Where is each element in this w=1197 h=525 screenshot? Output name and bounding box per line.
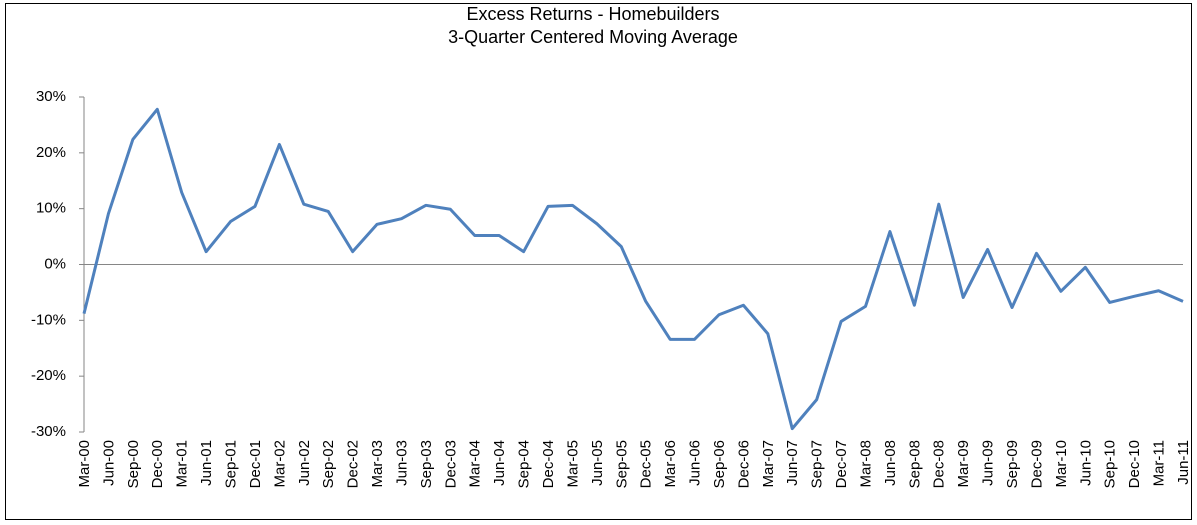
chart-title: Excess Returns - Homebuilders [466, 4, 719, 24]
x-tick-label: Dec-05 [638, 440, 655, 488]
x-tick-label: Mar-04 [467, 440, 484, 488]
data-line [82, 107, 1184, 431]
y-tick-label: 0% [44, 255, 66, 272]
x-tick-label: Mar-00 [76, 440, 93, 488]
x-tick-label: Sep-00 [125, 440, 142, 488]
chart-subtitle: 3-Quarter Centered Moving Average [448, 27, 738, 47]
x-tick-label: Sep-02 [320, 440, 337, 488]
x-tick-label: Mar-01 [174, 440, 191, 488]
x-tick-label: Sep-06 [711, 440, 728, 488]
x-tick-label: Sep-08 [906, 440, 923, 488]
x-tick-label: Dec-06 [735, 440, 752, 488]
x-tick-label: Jun-04 [491, 440, 508, 486]
x-tick-label: Mar-10 [1053, 440, 1070, 488]
x-tick-label: Sep-01 [223, 440, 240, 488]
x-tick-label: Sep-10 [1102, 440, 1119, 488]
x-tick-label: Dec-07 [833, 440, 850, 488]
x-tick-label: Jun-03 [393, 440, 410, 486]
x-tick-label: Mar-06 [662, 440, 679, 488]
x-tick-label: Sep-04 [516, 440, 533, 488]
y-tick-label: -20% [31, 367, 66, 384]
y-tick-label: -10% [31, 311, 66, 328]
x-tick-label: Jun-06 [687, 440, 704, 486]
x-tick-label: Sep-09 [1004, 440, 1021, 488]
x-tick-label: Dec-04 [540, 440, 557, 488]
y-tick-label: 30% [36, 88, 66, 105]
x-tick-label: Mar-03 [369, 440, 386, 488]
x-tick-label: Sep-07 [809, 440, 826, 488]
x-tick-label: Dec-00 [149, 440, 166, 488]
x-tick-label: Dec-02 [345, 440, 362, 488]
y-tick-label: 10% [36, 200, 66, 217]
x-tick-label: Jun-11 [1175, 440, 1192, 485]
x-tick-label: Jun-07 [784, 440, 801, 486]
x-tick-label: Mar-08 [857, 440, 874, 488]
x-tick-label: Jun-08 [882, 440, 899, 486]
x-tick-label: Sep-05 [613, 440, 630, 488]
x-tick-label: Dec-03 [442, 440, 459, 488]
x-tick-label: Dec-10 [1126, 440, 1143, 488]
x-tick-label: Mar-11 [1151, 440, 1168, 486]
x-tick-label: Jun-10 [1077, 440, 1094, 486]
x-tick-label: Jun-01 [198, 440, 215, 486]
y-tick-label: -30% [31, 423, 66, 440]
x-tick-label: Dec-09 [1028, 440, 1045, 488]
x-tick-label: Dec-08 [931, 440, 948, 488]
y-tick-label: 20% [36, 144, 66, 161]
x-tick-label: Jun-00 [100, 440, 117, 486]
x-tick-label: Mar-05 [564, 440, 581, 488]
x-tick-label: Sep-03 [418, 440, 435, 488]
x-tick-label: Mar-07 [760, 440, 777, 488]
x-tick-label: Dec-01 [247, 440, 264, 488]
x-tick-label: Jun-02 [296, 440, 313, 486]
x-tick-label: Mar-02 [271, 440, 288, 488]
x-tick-label: Jun-05 [589, 440, 606, 486]
x-tick-label: Jun-09 [980, 440, 997, 486]
x-tick-label: Mar-09 [955, 440, 972, 488]
